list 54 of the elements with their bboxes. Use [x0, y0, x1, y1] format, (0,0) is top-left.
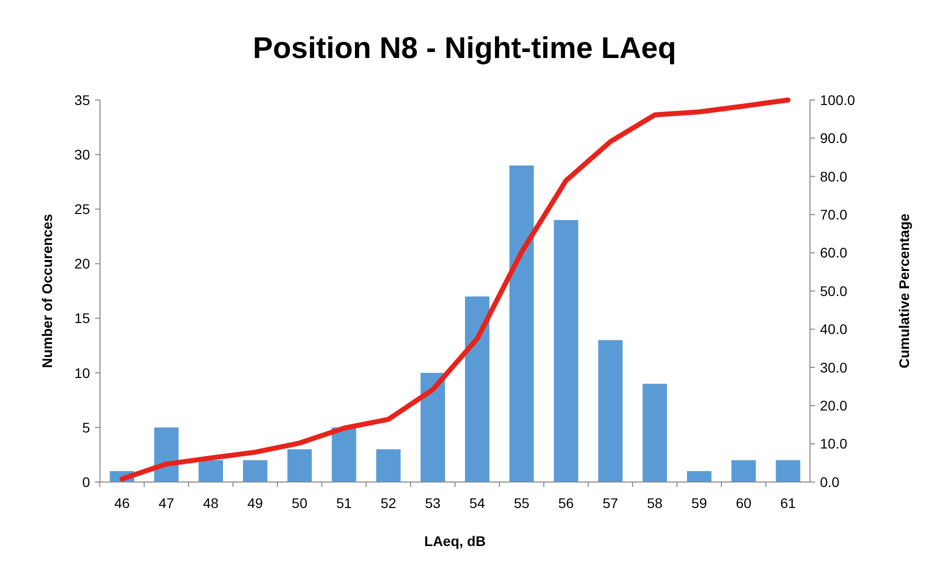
- x-tick-label: 46: [114, 495, 130, 511]
- y-tick-label: 15: [74, 310, 90, 326]
- y-axis-title: Number of Occurences: [39, 214, 55, 368]
- bar: [420, 372, 446, 482]
- y-tick-label: 0: [82, 474, 90, 490]
- x-tick-label: 51: [336, 495, 352, 511]
- y2-tick-label: 90.0: [820, 130, 848, 146]
- x-tick-label: 47: [158, 495, 174, 511]
- bar: [642, 384, 668, 482]
- bar: [464, 296, 490, 482]
- y2-tick-label: 70.0: [820, 206, 848, 222]
- chart-title: Position N8 - Night-time LAeq: [252, 32, 676, 65]
- x-tick-label: 61: [780, 495, 796, 511]
- x-axis-title: LAeq, dB: [424, 533, 486, 549]
- y-tick-label: 35: [74, 92, 90, 108]
- bar: [287, 449, 312, 482]
- x-tick-label: 58: [647, 495, 663, 511]
- y-tick-label: 5: [82, 419, 90, 436]
- bar: [154, 427, 179, 482]
- y2-axis-title: Cumulative Percentage: [896, 213, 912, 368]
- bar: [198, 460, 223, 482]
- y-tick-label: 25: [74, 201, 90, 218]
- bar: [509, 165, 534, 482]
- bar: [376, 449, 401, 482]
- y2-tick-label: 20.0: [820, 398, 848, 414]
- x-tick-label: 52: [380, 495, 396, 511]
- bar: [731, 460, 756, 482]
- x-tick-label: 59: [691, 495, 708, 511]
- y2-tick-label: 100.0: [820, 92, 856, 108]
- y2-tick-label: 0.0: [820, 474, 840, 490]
- bar: [776, 460, 800, 482]
- x-tick-label: 53: [425, 495, 441, 511]
- bar: [242, 460, 268, 482]
- bar: [598, 340, 623, 482]
- y-tick-label: 10: [74, 364, 90, 381]
- x-tick-label: 54: [469, 495, 486, 511]
- y2-tick-label: 40.0: [820, 321, 848, 338]
- y2-tick-label: 80.0: [820, 168, 848, 184]
- x-tick-label: 56: [558, 495, 574, 511]
- y-tick-label: 30: [74, 146, 90, 162]
- x-tick-label: 60: [736, 495, 752, 511]
- x-tick-label: 49: [247, 495, 264, 511]
- y2-tick-label: 10.0: [820, 436, 848, 452]
- x-tick-label: 48: [202, 495, 219, 511]
- y2-tick-label: 50.0: [820, 282, 848, 299]
- x-tick-label: 50: [292, 495, 308, 511]
- y2-tick-label: 30.0: [820, 359, 848, 376]
- y-tick-label: 20: [74, 256, 90, 272]
- y2-tick-label: 60.0: [820, 244, 848, 261]
- x-tick-label: 55: [514, 495, 530, 511]
- bar: [332, 427, 356, 482]
- bar: [554, 220, 578, 482]
- x-tick-label: 57: [602, 495, 618, 511]
- bar: [687, 471, 712, 482]
